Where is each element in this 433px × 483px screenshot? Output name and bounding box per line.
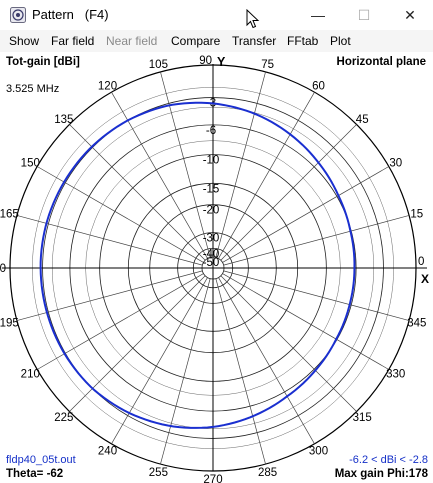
menu-near-field[interactable]: Near field [106,34,158,48]
frequency-label: 3.525 MHz [6,83,60,95]
angle-tick-label: 135 [54,114,73,126]
grid-spoke [215,71,266,258]
radial-tick-label: -50 [203,257,220,269]
angle-tick-label: 195 [0,318,19,330]
window-title: Pattern (F4) [32,7,109,22]
menu-plot[interactable]: Plot [330,34,351,48]
radial-tick-label: -40 [203,248,220,260]
angle-tick-label: 300 [309,446,328,458]
menu-far-field[interactable]: Far field [51,34,95,48]
angle-tick-label: 60 [312,80,325,92]
close-button[interactable]: ✕ [404,7,416,23]
grid-spoke [218,92,315,259]
menu-show[interactable]: Show [9,34,40,48]
pattern-plot-area[interactable]: Tot-gain [dBi] Horizontal plane 3.525 MH… [0,52,433,483]
angle-tick-label: 15 [410,208,423,220]
app-icon [10,7,26,23]
angle-tick-label: 45 [356,114,369,126]
grid-spoke [69,275,206,412]
grid-spoke [160,278,211,465]
radial-tick-label: -20 [203,205,220,217]
angle-tick-label: 240 [98,446,117,458]
radial-tick-label: -15 [203,183,220,195]
grid-spoke [69,124,206,261]
radial-tick-label: -10 [203,155,220,167]
y-axis-label: Y [217,55,226,69]
angle-tick-label: 30 [389,158,402,170]
grid-spoke [223,215,410,266]
minimize-button[interactable]: — [311,7,325,23]
pattern-trace [39,101,356,429]
menu-compare[interactable]: Compare [171,34,221,48]
x-axis-label: X [421,272,429,286]
grid-spoke [222,273,389,370]
grid-spoke [160,71,211,258]
theta-label: Theta= -62 [6,468,64,480]
grid-spoke [16,215,203,266]
angle-tick-label: 285 [258,467,277,479]
gain-unit-label: Tot-gain [dBi] [6,56,80,68]
radial-tick-label: -6 [206,125,216,137]
angle-tick-label: 120 [98,80,117,92]
gain-range-label: -6.2 < dBi < -2.8 [349,454,428,466]
angle-tick-label: 330 [386,369,405,381]
radial-tick-label: -30 [203,233,220,245]
angle-tick-label: 315 [353,412,372,424]
grid-spoke [222,166,389,263]
angle-tick-label: 225 [54,412,73,424]
grid-spoke [215,278,266,465]
angle-tick-label: 345 [407,318,426,330]
max-gain-label: Max gain Phi:178 [334,468,428,480]
grid-spoke [218,277,315,444]
grid-spoke [111,277,208,444]
angle-tick-label: 165 [0,208,19,220]
menu-fftab[interactable]: FFtab [287,34,319,48]
angle-tick-label: 0 [418,256,424,268]
grid-spoke [223,270,410,321]
menu-bar: Show Far field Near field Compare Transf… [0,30,433,52]
mouse-cursor-icon [246,9,260,29]
angle-tick-label: 90 [199,55,212,67]
angle-tick-label: 210 [21,369,40,381]
grid-spoke [220,275,357,412]
angle-tick-label: 180 [0,263,6,275]
angle-tick-label: 255 [149,467,168,479]
title-bar[interactable]: Pattern (F4) — ☐ ✕ [0,0,433,30]
polar-chart: 0 15 30 45 60 75 90 105 120 135 150 165 180 195 210 225… [0,55,429,483]
maximize-button[interactable]: ☐ [357,7,371,23]
angle-tick-label: 270 [203,474,222,483]
grid-spoke [220,124,357,261]
menu-transfer[interactable]: Transfer [232,34,277,48]
angle-tick-label: 150 [21,158,40,170]
angle-tick-label: 105 [149,59,168,71]
angle-tick-label: 75 [261,59,274,71]
plane-label: Horizontal plane [336,56,426,68]
file-name-label: fldp40_05t.out [6,454,76,466]
